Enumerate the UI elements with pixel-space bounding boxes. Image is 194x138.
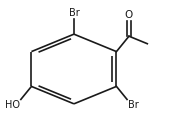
Text: Br: Br [68,8,79,18]
Text: HO: HO [5,100,20,110]
Text: Br: Br [128,100,139,110]
Text: O: O [125,10,133,20]
